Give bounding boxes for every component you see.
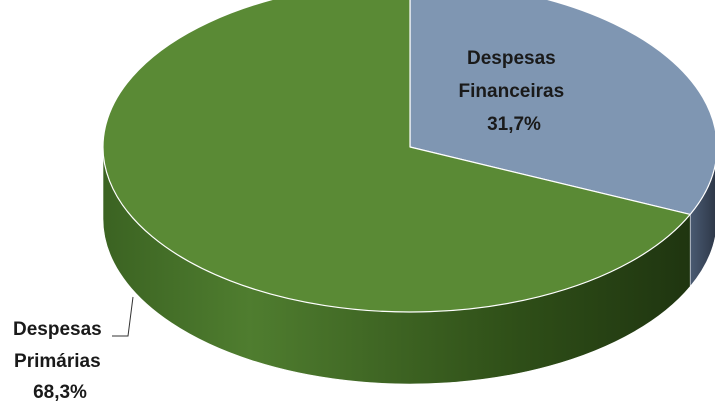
pie-side-walls xyxy=(102,146,715,385)
slice-primarias-leader-line xyxy=(112,296,134,337)
pie-top-faces xyxy=(102,0,715,313)
slice-financeiras-top xyxy=(409,0,715,216)
slice-financeiras-name-1: Despesas xyxy=(467,48,556,69)
slice-financeiras-label: Despesas Financeiras 31,7% xyxy=(459,48,570,135)
slice-financeiras-name-2: Financeiras xyxy=(459,81,565,102)
slice-primarias-name-1: Despesas xyxy=(13,319,102,340)
slice-financeiras-value: 31,7% xyxy=(487,114,541,135)
slice-primarias-name-2: Primárias xyxy=(14,351,101,372)
slice-primarias-label: Despesas Primárias 68,3% xyxy=(13,319,107,403)
slice-primarias-value: 68,3% xyxy=(33,382,87,403)
slice-primarias-top xyxy=(102,0,691,313)
